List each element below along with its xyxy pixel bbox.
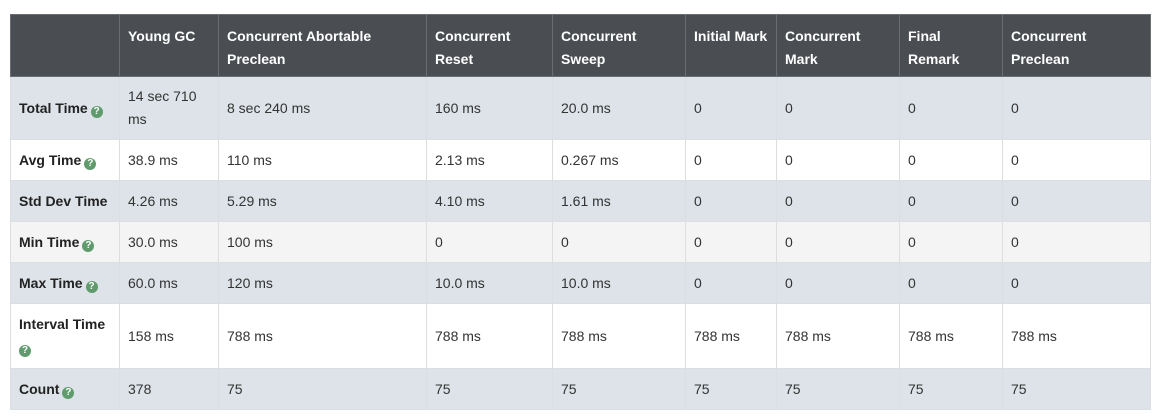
- header-concurrent-abortable-preclean: Concurrent Abortable Preclean: [218, 14, 427, 77]
- table-cell: 0.267 ms: [552, 139, 686, 181]
- table-cell: 10.0 ms: [552, 262, 686, 304]
- table-cell: 4.10 ms: [426, 180, 553, 222]
- header-initial-mark: Initial Mark: [685, 14, 777, 77]
- table-cell: 788 ms: [685, 303, 777, 369]
- help-icon[interactable]: ?: [85, 280, 98, 293]
- table-cell: 1.61 ms: [552, 180, 686, 222]
- row-label: Std Dev Time: [19, 192, 108, 209]
- table-cell: 0: [426, 221, 553, 263]
- gc-stats-table: Young GC Concurrent Abortable Preclean C…: [10, 14, 1151, 410]
- table-cell: 0: [1002, 221, 1151, 263]
- table-row-min-time: Min Time? 30.0 ms 100 ms 0 0 0 0 0 0: [10, 221, 1151, 263]
- table-cell: 8 sec 240 ms: [218, 76, 427, 140]
- table-cell: 0: [899, 180, 1003, 222]
- table-cell: 0: [1002, 262, 1151, 304]
- table-cell: 0: [1002, 76, 1151, 140]
- table-cell: 0: [776, 139, 900, 181]
- table-cell: 110 ms: [218, 139, 427, 181]
- table-cell: 0: [552, 221, 686, 263]
- table-cell: 0: [776, 262, 900, 304]
- table-cell: 20.0 ms: [552, 76, 686, 140]
- table-cell: 100 ms: [218, 221, 427, 263]
- row-label: Interval Time: [19, 316, 106, 332]
- row-label-cell: Count?: [10, 368, 120, 410]
- gc-stats-table-container: Young GC Concurrent Abortable Preclean C…: [10, 14, 1151, 410]
- header-corner: [10, 14, 120, 77]
- table-cell: 788 ms: [776, 303, 900, 369]
- table-row-total-time: Total Time? 14 sec 710 ms 8 sec 240 ms 1…: [10, 76, 1151, 140]
- header-concurrent-mark: Concurrent Mark: [776, 14, 900, 77]
- table-cell: 0: [1002, 139, 1151, 181]
- table-cell: 75: [218, 368, 427, 410]
- table-cell: 75: [426, 368, 553, 410]
- table-cell: 75: [776, 368, 900, 410]
- table-cell: 0: [776, 221, 900, 263]
- table-cell: 30.0 ms: [119, 221, 219, 263]
- table-row-std-dev-time: Std Dev Time 4.26 ms 5.29 ms 4.10 ms 1.6…: [10, 180, 1151, 222]
- help-icon[interactable]: ?: [84, 157, 97, 170]
- row-label: Avg Time: [19, 151, 82, 168]
- table-row-avg-time: Avg Time? 38.9 ms 110 ms 2.13 ms 0.267 m…: [10, 139, 1151, 181]
- header-final-remark: Final Remark: [899, 14, 1003, 77]
- table-cell: 75: [899, 368, 1003, 410]
- table-cell: 5.29 ms: [218, 180, 427, 222]
- row-label: Max Time: [19, 274, 83, 291]
- header-concurrent-reset: Concurrent Reset: [426, 14, 553, 77]
- help-icon[interactable]: ?: [62, 386, 75, 399]
- table-cell: 75: [685, 368, 777, 410]
- row-label: Min Time: [19, 233, 80, 250]
- table-row-interval-time: Interval Time? 158 ms 788 ms 788 ms 788 …: [10, 303, 1151, 369]
- table-cell: 75: [1002, 368, 1151, 410]
- row-label: Count: [19, 380, 60, 397]
- table-cell: 788 ms: [1002, 303, 1151, 369]
- table-cell: 788 ms: [552, 303, 686, 369]
- table-cell: 0: [1002, 180, 1151, 222]
- row-label: Total Time: [19, 99, 88, 116]
- table-cell: 10.0 ms: [426, 262, 553, 304]
- row-label-cell: Total Time?: [10, 76, 120, 140]
- row-label-cell: Avg Time?: [10, 139, 120, 181]
- row-label-cell: Interval Time?: [10, 303, 120, 369]
- table-cell: 0: [685, 139, 777, 181]
- table-cell: 788 ms: [899, 303, 1003, 369]
- table-row-max-time: Max Time? 60.0 ms 120 ms 10.0 ms 10.0 ms…: [10, 262, 1151, 304]
- table-cell: 788 ms: [426, 303, 553, 369]
- table-cell: 0: [685, 221, 777, 263]
- help-icon[interactable]: ?: [90, 105, 103, 118]
- table-row-count: Count? 378 75 75 75 75 75 75 75: [10, 368, 1151, 410]
- table-cell: 158 ms: [119, 303, 219, 369]
- table-cell: 160 ms: [426, 76, 553, 140]
- table-cell: 38.9 ms: [119, 139, 219, 181]
- table-cell: 0: [685, 262, 777, 304]
- table-cell: 120 ms: [218, 262, 427, 304]
- table-cell: 0: [685, 180, 777, 222]
- header-concurrent-preclean: Concurrent Preclean: [1002, 14, 1151, 77]
- table-header-row: Young GC Concurrent Abortable Preclean C…: [10, 14, 1151, 77]
- row-label-cell: Max Time?: [10, 262, 120, 304]
- table-cell: 0: [899, 76, 1003, 140]
- table-cell: 14 sec 710 ms: [119, 76, 219, 140]
- row-label-cell: Std Dev Time: [10, 180, 120, 222]
- table-cell: 75: [552, 368, 686, 410]
- header-young-gc: Young GC: [119, 14, 219, 77]
- help-icon[interactable]: ?: [19, 345, 31, 357]
- table-cell: 0: [776, 76, 900, 140]
- table-cell: 4.26 ms: [119, 180, 219, 222]
- header-concurrent-sweep: Concurrent Sweep: [552, 14, 686, 77]
- table-cell: 0: [899, 262, 1003, 304]
- table-cell: 0: [776, 180, 900, 222]
- table-cell: 2.13 ms: [426, 139, 553, 181]
- table-cell: 0: [899, 139, 1003, 181]
- table-cell: 788 ms: [218, 303, 427, 369]
- help-icon[interactable]: ?: [82, 239, 95, 252]
- row-label-cell: Min Time?: [10, 221, 120, 263]
- table-cell: 60.0 ms: [119, 262, 219, 304]
- table-cell: 0: [685, 76, 777, 140]
- table-cell: 0: [899, 221, 1003, 263]
- table-cell: 378: [119, 368, 219, 410]
